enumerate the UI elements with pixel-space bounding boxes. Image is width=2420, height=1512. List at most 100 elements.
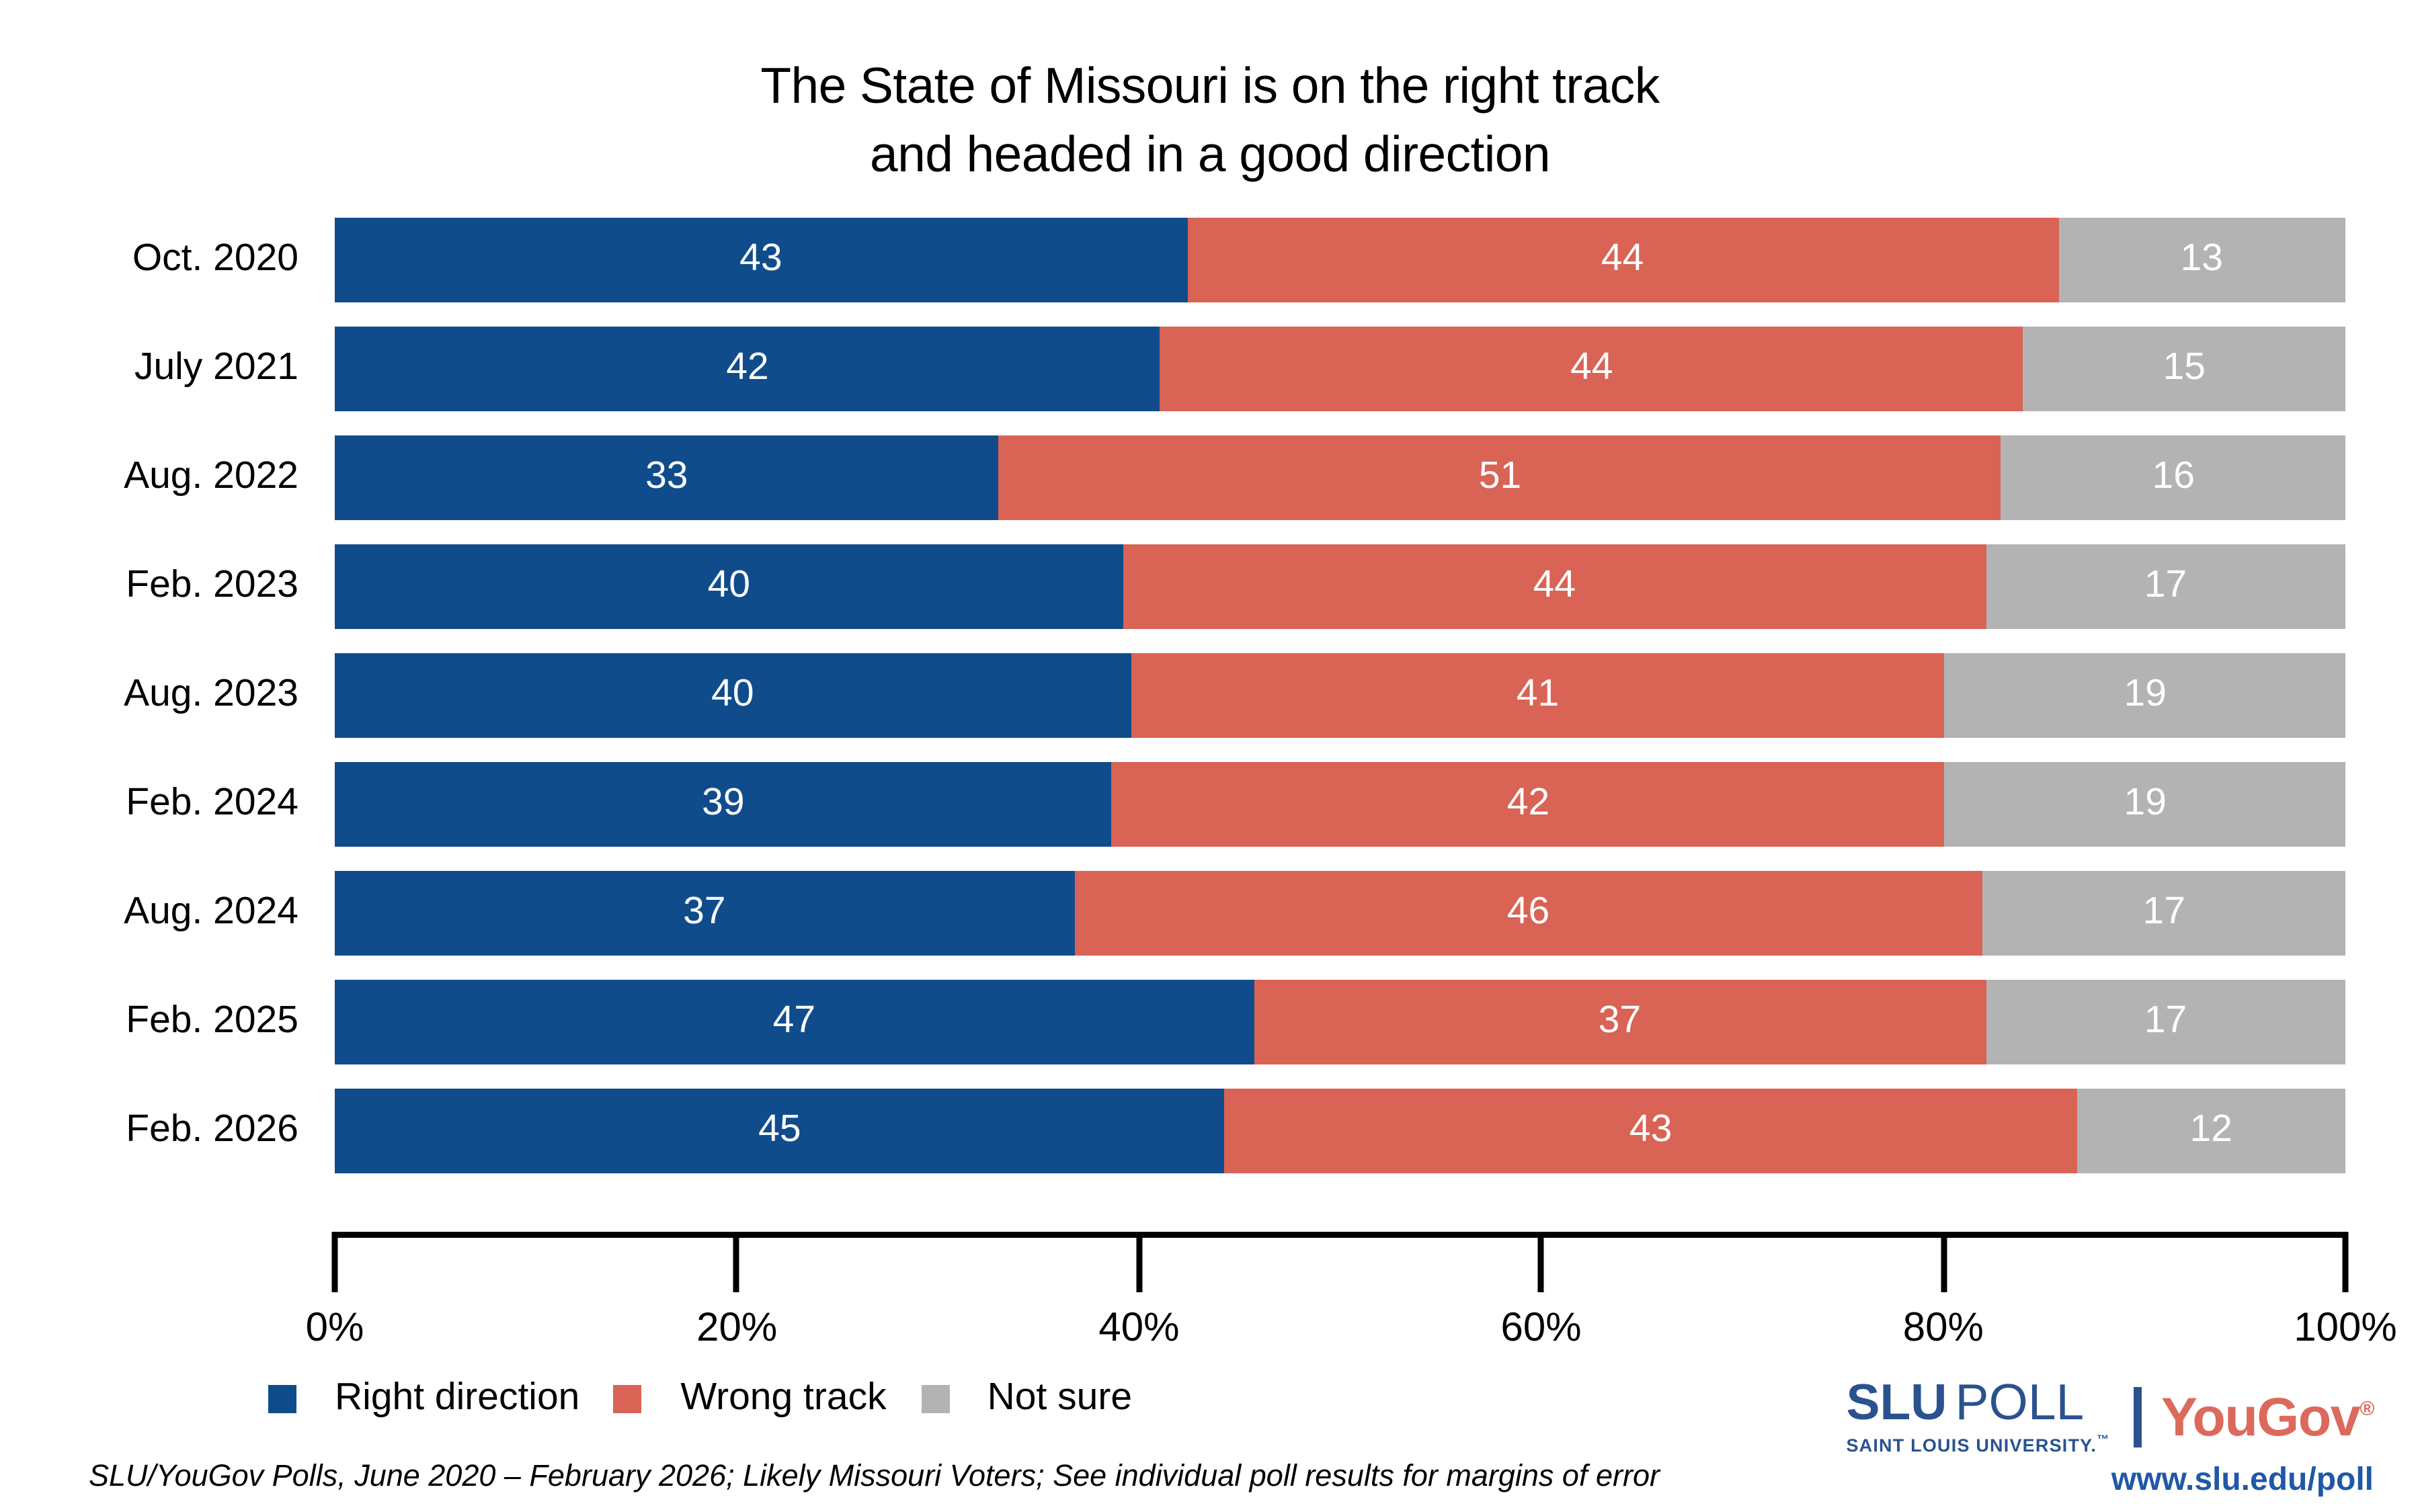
bar-row: Aug. 2023 40 41 19 [0,653,2420,738]
stacked-bar: 39 42 19 [335,762,2345,847]
x-axis-tick-label: 80% [1902,1306,1984,1351]
x-axis-tick-label: 60% [1500,1306,1582,1351]
stacked-bar: 33 51 16 [335,435,2345,520]
chart-title-line1: The State of Missouri is on the right tr… [760,58,1660,115]
segment-right-direction: 40 [335,653,1131,738]
x-axis-tick-label: 20% [696,1306,778,1351]
category-label: Feb. 2026 [126,1109,298,1151]
segment-value: 17 [2144,564,2187,607]
segment-value: 51 [1478,456,1522,498]
legend-item: Right direction [268,1377,579,1421]
legend-label: Not sure [987,1377,1133,1419]
segment-wrong-track: 44 [1186,218,2058,302]
segment-value: 40 [711,673,754,716]
segment-value: 46 [1506,891,1550,933]
yougov-logo: YouGov® [2161,1389,2375,1445]
stacked-bar: 40 44 17 [335,544,2345,629]
segment-right-direction: 43 [335,218,1187,302]
category-label: Feb. 2023 [126,564,298,607]
bar-row: July 2021 42 44 15 [0,327,2420,411]
segment-value: 19 [2124,673,2167,716]
stacked-bar: 40 41 19 [335,653,2345,738]
legend-swatch [920,1385,949,1413]
stacked-bar: 43 44 13 [335,218,2345,302]
legend-label: Wrong track [680,1377,887,1419]
segment-right-direction: 42 [335,327,1161,411]
x-axis-tick-label: 40% [1098,1306,1180,1351]
trademark-symbol: ™ [2097,1435,2110,1447]
segment-value: 37 [1598,1000,1642,1042]
category-label: July 2021 [134,347,298,389]
slu-poll-wordmark: SLU POLL [1846,1378,2109,1429]
segment-value: 44 [1533,564,1576,607]
x-axis-tick-label: 100% [2294,1306,2397,1351]
segment-value: 19 [2124,782,2167,825]
slu-subtitle: SAINT LOUIS UNIVERSITY. [1846,1435,2097,1456]
segment-value: 42 [726,347,769,389]
x-axis-tick [331,1232,338,1292]
x-axis-tick-label: 0% [305,1306,364,1351]
segment-wrong-track: 41 [1130,653,1945,738]
bar-row: Feb. 2023 40 44 17 [0,544,2420,629]
chart-title: The State of Missouri is on the right tr… [0,52,2420,190]
legend-swatch [614,1385,643,1413]
segment-wrong-track: 44 [1123,544,1986,629]
segment-wrong-track: 37 [1253,980,1986,1064]
segment-value: 17 [2142,891,2185,933]
x-axis-tick [1538,1232,1545,1292]
bar-row: Aug. 2022 33 51 16 [0,435,2420,520]
segment-not-sure: 17 [1986,980,2345,1064]
registered-symbol: ® [2360,1398,2374,1421]
legend: Right direction Wrong track Not sure [268,1377,1166,1421]
segment-not-sure: 16 [2001,435,2345,520]
segment-not-sure: 19 [1945,762,2345,847]
segment-value: 17 [2144,1000,2187,1042]
slu-subtitle-row: SAINT LOUIS UNIVERSITY.™ [1846,1435,2109,1456]
segment-wrong-track: 42 [1111,762,1945,847]
source-note: SLU/YouGov Polls, June 2020 – February 2… [89,1460,1660,1494]
segment-right-direction: 45 [335,1089,1225,1173]
segment-value: 43 [1629,1109,1672,1151]
segment-value: 39 [702,782,745,825]
x-axis: 0% 20% 40% 60% 80% 100% [306,1232,2397,1357]
category-label: Aug. 2024 [124,891,298,933]
segment-right-direction: 40 [335,544,1123,629]
segment-not-sure: 17 [1982,871,2345,956]
segment-wrong-track: 43 [1224,1089,2077,1173]
bar-row: Feb. 2024 39 42 19 [0,762,2420,847]
category-label: Oct. 2020 [132,238,298,280]
slu-poll-url: www.slu.edu/poll [2111,1464,2374,1498]
poll-logo-text: POLL [1955,1375,2085,1431]
bar-row: Feb. 2026 45 43 12 [0,1089,2420,1173]
bar-rows: Oct. 2020 43 44 13 July 2021 42 44 15 Aug. 2022 3… [0,218,2420,1198]
segment-not-sure: 15 [2023,327,2345,411]
slu-poll-logo: SLU POLL SAINT LOUIS UNIVERSITY.™ [1846,1378,2109,1456]
yougov-text: YouGov [2161,1386,2361,1447]
segment-value: 45 [758,1109,801,1151]
branding: SLU POLL SAINT LOUIS UNIVERSITY.™ YouGov®… [1846,1378,2375,1500]
bar-row: Aug. 2024 37 46 17 [0,871,2420,956]
category-label: Feb. 2025 [126,1000,298,1042]
segment-value: 40 [707,564,750,607]
segment-value: 37 [683,891,726,933]
segment-not-sure: 13 [2058,218,2345,302]
chart-title-line2: and headed in a good direction [869,127,1551,183]
segment-right-direction: 37 [335,871,1074,956]
category-label: Aug. 2023 [124,673,298,716]
segment-not-sure: 19 [1945,653,2345,738]
x-axis-tick [733,1232,740,1292]
bar-row: Feb. 2025 47 37 17 [0,980,2420,1064]
segment-wrong-track: 44 [1160,327,2023,411]
branding-logos: SLU POLL SAINT LOUIS UNIVERSITY.™ YouGov® [1846,1378,2375,1456]
bar-row: Oct. 2020 43 44 13 [0,218,2420,302]
segment-not-sure: 12 [2076,1089,2345,1173]
segment-value: 16 [2152,456,2195,498]
segment-wrong-track: 51 [998,435,2002,520]
stacked-bar: 45 43 12 [335,1089,2345,1173]
segment-value: 42 [1506,782,1550,825]
category-label: Feb. 2024 [126,782,298,825]
segment-value: 44 [1601,238,1644,280]
segment-value: 15 [2163,347,2206,389]
x-axis-tick [1940,1232,1947,1292]
